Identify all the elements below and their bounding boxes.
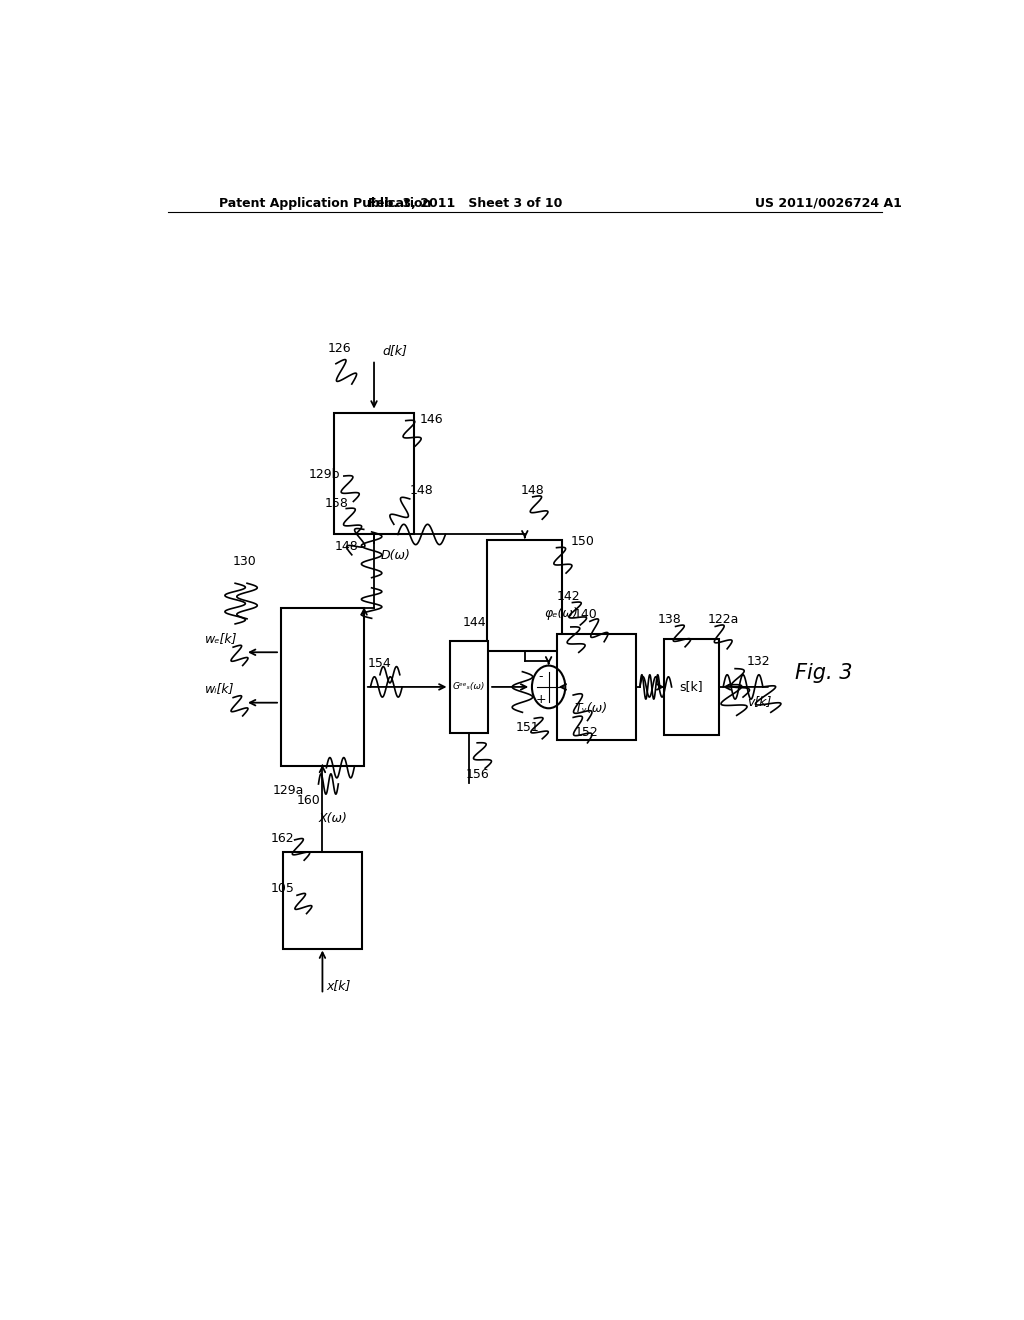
- Text: 138: 138: [658, 614, 682, 627]
- Text: 129a: 129a: [272, 784, 304, 797]
- Bar: [556, 634, 636, 741]
- Text: 162: 162: [270, 832, 295, 845]
- Text: 126: 126: [328, 342, 351, 355]
- Text: 148: 148: [334, 540, 358, 553]
- Text: D(ω): D(ω): [380, 549, 411, 562]
- Text: 158: 158: [325, 496, 349, 510]
- Text: 148: 148: [410, 484, 433, 496]
- Text: 130: 130: [232, 554, 256, 568]
- Text: v[k]: v[k]: [748, 696, 771, 709]
- Text: US 2011/0026724 A1: US 2011/0026724 A1: [755, 197, 902, 210]
- Text: 150: 150: [570, 535, 595, 548]
- Text: 151: 151: [515, 721, 539, 734]
- Bar: [451, 642, 488, 733]
- Text: Tᵥ(ω): Tᵥ(ω): [574, 702, 608, 715]
- Text: 129b: 129b: [309, 469, 340, 480]
- Text: 140: 140: [574, 609, 598, 622]
- Text: 148: 148: [521, 484, 545, 496]
- Text: wᵢ[k]: wᵢ[k]: [206, 682, 234, 696]
- Bar: [487, 540, 562, 651]
- Text: +: +: [536, 693, 547, 706]
- Bar: [283, 853, 362, 949]
- Text: 160: 160: [297, 795, 321, 808]
- Text: X(ω): X(ω): [318, 812, 347, 825]
- Text: Patent Application Publication: Patent Application Publication: [219, 197, 432, 210]
- Text: 154: 154: [368, 656, 392, 669]
- Text: 146: 146: [420, 413, 443, 425]
- Bar: [281, 609, 365, 766]
- Text: 105: 105: [270, 882, 295, 895]
- Text: 142: 142: [557, 590, 581, 602]
- Text: Gᵉᵉₛ(ω): Gᵉᵉₛ(ω): [453, 682, 485, 692]
- Text: 122a: 122a: [708, 614, 738, 627]
- Bar: [664, 639, 719, 735]
- Bar: [334, 413, 414, 535]
- Text: 152: 152: [574, 726, 599, 739]
- Text: φₑ(ω): φₑ(ω): [545, 607, 579, 620]
- Text: -: -: [539, 669, 544, 682]
- Text: d[k]: d[k]: [382, 343, 407, 356]
- Text: Feb. 3, 2011   Sheet 3 of 10: Feb. 3, 2011 Sheet 3 of 10: [368, 197, 562, 210]
- Text: x[k]: x[k]: [327, 979, 351, 993]
- Text: 144: 144: [463, 616, 486, 628]
- Text: s[k]: s[k]: [680, 680, 703, 693]
- Text: 156: 156: [465, 768, 489, 781]
- Text: Fig. 3: Fig. 3: [795, 663, 852, 682]
- Text: 132: 132: [748, 655, 771, 668]
- Text: wₑ[k]: wₑ[k]: [206, 632, 238, 645]
